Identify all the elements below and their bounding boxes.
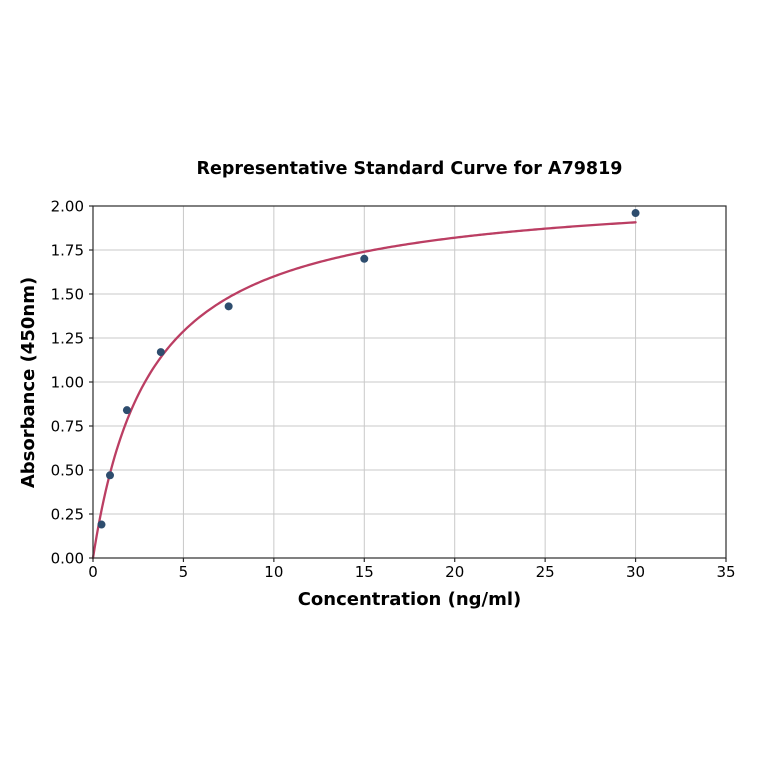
y-tick-label: 1.50: [51, 286, 84, 304]
fitted-curve: [91, 221, 637, 560]
y-axis-label-container: Absorbance (450nm): [6, 206, 52, 558]
y-tick-label: 1.75: [51, 242, 84, 260]
x-tick-label: 10: [264, 563, 283, 581]
y-tick-label: 0.75: [51, 418, 84, 436]
y-tick-label: 0.25: [51, 506, 84, 524]
x-tick-label: 25: [536, 563, 555, 581]
data-point: [360, 254, 369, 263]
data-point: [224, 302, 233, 311]
x-tick-label: 35: [716, 563, 735, 581]
y-tick-label: 1.00: [51, 374, 84, 392]
data-point: [97, 520, 106, 529]
chart-title: Representative Standard Curve for A79819: [196, 159, 623, 179]
y-tick-label: 0.00: [51, 550, 84, 568]
data-point: [106, 471, 115, 480]
x-tick-label: 15: [355, 563, 374, 581]
y-tick-label: 1.25: [51, 330, 84, 348]
x-tick-label: 5: [179, 563, 189, 581]
x-tick-label: 0: [88, 563, 98, 581]
y-axis-label: Absorbance (450nm): [18, 276, 40, 488]
y-tick-label: 0.50: [51, 462, 84, 480]
x-axis-label: Concentration (ng/ml): [297, 589, 522, 610]
data-point: [122, 406, 131, 415]
x-tick-label: 30: [626, 563, 645, 581]
y-tick-label: 2.00: [51, 198, 84, 216]
data-point: [156, 348, 165, 357]
x-tick-label: 20: [445, 563, 464, 581]
data-point: [631, 209, 640, 218]
